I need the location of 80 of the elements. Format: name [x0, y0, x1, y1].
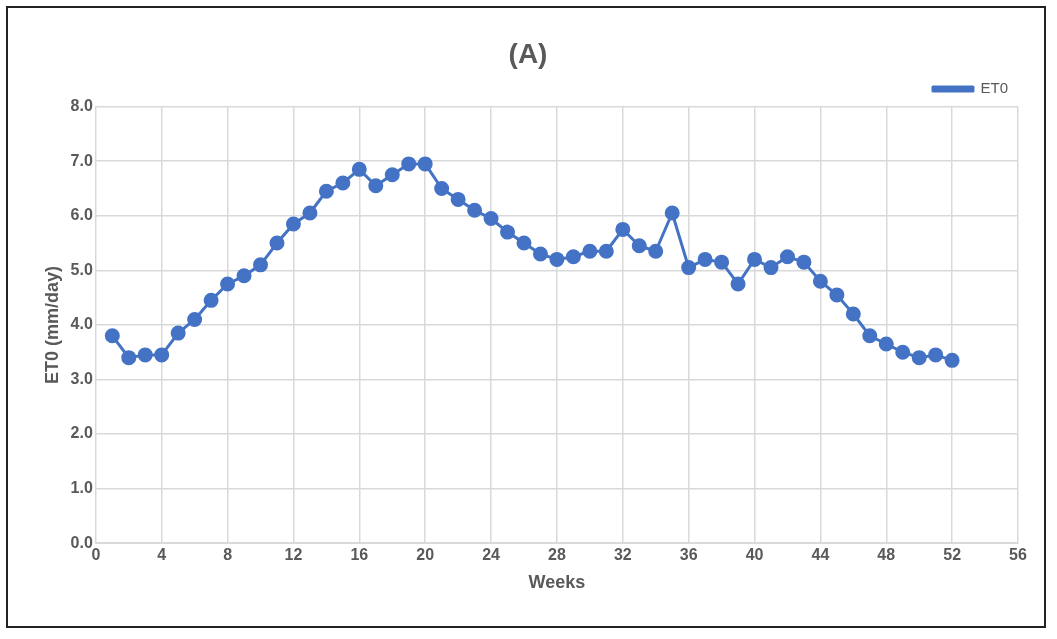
point [862, 328, 878, 344]
point [137, 347, 153, 363]
point [417, 156, 433, 172]
y-tick-label: 1.0 [70, 479, 93, 497]
point [450, 191, 466, 207]
x-tick-label: 36 [679, 546, 698, 564]
point [154, 347, 170, 363]
x-tick-label: 28 [548, 546, 566, 564]
x-tick-label: 40 [745, 546, 764, 564]
point [467, 202, 483, 218]
point [598, 243, 614, 259]
point [796, 254, 812, 270]
point [285, 216, 301, 232]
y-axis-title: ET0 (mm/day) [41, 265, 62, 384]
x-tick-label: 8 [223, 546, 233, 564]
y-tick-label: 6.0 [70, 206, 93, 224]
y-tick-label: 0.0 [70, 533, 93, 551]
x-tick-label: 32 [613, 546, 632, 564]
x-axis-title: Weeks [528, 572, 586, 593]
point [253, 257, 269, 273]
y-tick-label: 7.0 [70, 151, 93, 169]
point [302, 205, 318, 221]
chart-title: (A) [508, 37, 548, 69]
x-tick-label: 52 [943, 546, 962, 564]
point [384, 167, 400, 183]
point [121, 350, 137, 366]
point [549, 251, 565, 267]
point [878, 336, 894, 352]
x-tick-label: 24 [482, 546, 501, 564]
x-tick-label: 12 [284, 546, 303, 564]
x-tick-label: 56 [1009, 546, 1027, 564]
x-tick-label: 44 [811, 546, 830, 564]
point [582, 243, 598, 259]
x-tick-label: 20 [416, 546, 435, 564]
point [516, 235, 532, 251]
y-tick-label: 4.0 [70, 315, 93, 333]
point [895, 344, 911, 360]
point [220, 276, 236, 292]
point [747, 251, 763, 267]
point [845, 306, 861, 322]
y-tick-label: 5.0 [70, 260, 93, 278]
point [631, 238, 647, 254]
point [730, 276, 746, 292]
point [664, 205, 680, 221]
point [351, 161, 367, 177]
y-tick-label: 8.0 [70, 97, 93, 115]
point [763, 260, 779, 276]
point [236, 268, 252, 284]
x-tick-label: 48 [877, 546, 896, 564]
point [483, 210, 499, 226]
point [269, 235, 285, 251]
point [104, 328, 120, 344]
point [911, 350, 927, 366]
point [714, 254, 730, 270]
point [928, 347, 944, 363]
point [565, 249, 581, 265]
point [170, 325, 186, 341]
point [944, 352, 960, 368]
point [615, 221, 631, 237]
point [648, 243, 664, 259]
point [500, 224, 516, 240]
y-tick-label: 3.0 [70, 369, 93, 387]
x-tick-label: 0 [91, 546, 101, 564]
x-tick-label: 16 [350, 546, 369, 564]
point [401, 156, 417, 172]
point [697, 251, 713, 267]
point [187, 311, 203, 327]
point [681, 260, 697, 276]
y-tick-label: 2.0 [70, 424, 93, 442]
point [812, 273, 828, 289]
point [318, 183, 334, 199]
point [829, 287, 845, 303]
point [779, 249, 795, 265]
x-tick-label: 4 [157, 546, 167, 564]
point [532, 246, 548, 262]
point [434, 180, 450, 196]
legend-label: ET0 [980, 79, 1009, 97]
point [368, 178, 384, 194]
point [203, 292, 219, 308]
point [335, 175, 351, 191]
